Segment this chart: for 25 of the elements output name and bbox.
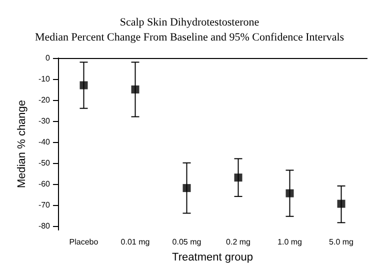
y-axis-title: Median % change — [16, 100, 28, 188]
point — [182, 184, 191, 192]
y-tick-label: -30 — [38, 116, 51, 126]
y-tick-label: -40 — [38, 137, 51, 146]
y-tick-label: -20 — [38, 95, 51, 104]
chart-title: Scalp Skin Dihydrotestosterone — [120, 16, 260, 28]
y-tick-label: -70 — [38, 200, 51, 210]
y-tick-label: -10 — [38, 74, 51, 84]
chart-subtitle: Median Percent Change From Baseline and 95% Confidence Intervals — [34, 32, 344, 44]
point — [337, 200, 346, 208]
x-axis-title: Treatment group — [172, 252, 253, 264]
x-tick-label: 0.01 mg — [120, 238, 150, 246]
point — [286, 189, 294, 198]
y-tick-label: 0 — [46, 54, 51, 62]
x-tick-label: 1.0 mg — [278, 238, 302, 246]
x-tick-label: Placebo — [69, 238, 99, 246]
x-tick-label: 0.05 mg — [172, 238, 202, 246]
point — [131, 85, 140, 94]
x-tick-label: 5.0 mg — [329, 238, 354, 246]
y-tick-label: -80 — [38, 221, 51, 230]
y-tick-label: -50 — [38, 158, 51, 168]
y-tick-label: -60 — [38, 179, 51, 188]
point — [80, 81, 88, 90]
x-tick-label: 0.2 mg — [226, 238, 250, 246]
point — [234, 174, 242, 182]
